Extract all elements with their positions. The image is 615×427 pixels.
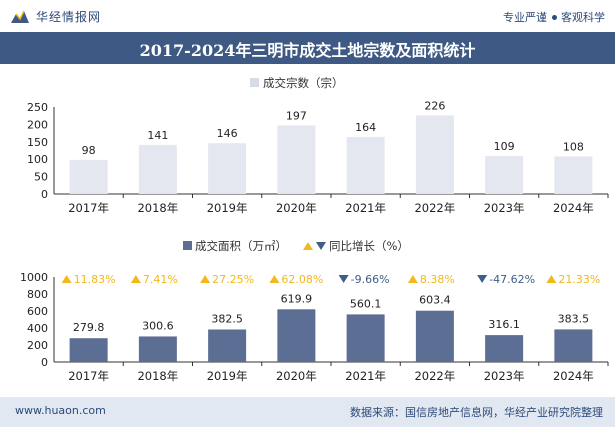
bar-area: [69, 338, 108, 362]
y-tick-label-area: 800: [27, 288, 48, 301]
footer-bar: www.huaon.com 数据来源：国信房地产信息网，华经产业研究院整理: [0, 397, 615, 427]
bar-count: [69, 159, 108, 194]
y-tick-label-count: 150: [27, 136, 48, 149]
yoy-up-icon: [61, 275, 72, 283]
top-bar: 华经情报网 专业严谨 客观科学: [0, 0, 615, 32]
x-tick-label-count: 2024年: [553, 201, 594, 215]
legend-label-yoy: 同比增长（%）: [329, 239, 409, 253]
bar-count: [346, 136, 385, 194]
yoy-up-icon: [546, 275, 557, 283]
yoy-down-icon: [338, 275, 349, 283]
yoy-label: 7.41%: [143, 273, 178, 286]
bar-count: [485, 156, 524, 194]
legend-swatch-area: [183, 241, 192, 250]
yoy-up-icon: [269, 275, 280, 283]
y-tick-label-area: 600: [27, 305, 48, 318]
data-label-area: 383.5: [558, 312, 590, 325]
y-tick-label-count: 0: [41, 188, 48, 201]
bar-count: [415, 115, 454, 194]
bar-count: [208, 143, 247, 194]
data-label-area: 603.4: [419, 294, 451, 307]
y-tick-label-area: 200: [27, 339, 48, 352]
bar-area: [415, 310, 454, 362]
data-label-count: 164: [355, 121, 376, 134]
slogan: 专业严谨 客观科学: [503, 9, 605, 25]
x-tick-label-area: 2023年: [484, 369, 525, 383]
x-tick-label-area: 2020年: [276, 369, 317, 383]
x-tick-label-count: 2021年: [345, 201, 386, 215]
data-label-area: 382.5: [211, 312, 243, 325]
website-link[interactable]: www.huaon.com: [15, 404, 106, 417]
bar-count: [554, 156, 593, 194]
data-label-count: 141: [147, 129, 168, 142]
yoy-up-icon: [407, 275, 418, 283]
yoy-label: 11.83%: [74, 273, 116, 286]
y-tick-label-area: 1000: [20, 271, 48, 284]
brand-name: 华经情报网: [36, 10, 102, 24]
legend-label-area: 成交面积（万㎡）: [195, 239, 287, 253]
yoy-up-icon: [200, 275, 211, 283]
data-source: 数据来源：国信房地产信息网，华经产业研究院整理: [350, 406, 603, 419]
y-tick-label-area: 400: [27, 322, 48, 335]
y-tick-label-count: 50: [34, 171, 48, 184]
yoy-label: -9.66%: [351, 273, 390, 286]
data-label-area: 619.9: [281, 292, 313, 305]
legend-down-icon: [316, 242, 326, 250]
y-tick-label-count: 100: [27, 153, 48, 166]
chart-title: 2017-2024年三明市成交土地宗数及面积统计: [139, 41, 476, 60]
legend-label-count: 成交宗数（宗）: [263, 76, 344, 90]
bar-area: [277, 309, 316, 362]
bar-area: [346, 314, 385, 362]
y-tick-label-count: 200: [27, 118, 48, 131]
title-bar: 2017-2024年三明市成交土地宗数及面积统计: [0, 32, 615, 64]
yoy-label: 21.33%: [558, 273, 600, 286]
x-tick-label-area: 2018年: [137, 369, 178, 383]
y-tick-label-area: 0: [41, 356, 48, 369]
y-tick-label-count: 250: [27, 101, 48, 114]
yoy-up-icon: [130, 275, 141, 283]
data-label-count: 109: [494, 140, 515, 153]
data-label-count: 197: [286, 109, 307, 122]
data-label-count: 146: [217, 127, 238, 140]
x-tick-label-count: 2023年: [484, 201, 525, 215]
bar-area: [208, 329, 247, 362]
legend-up-icon: [303, 242, 313, 250]
bar-count: [277, 125, 316, 194]
logo-icon: [11, 10, 29, 23]
data-label-area: 316.1: [488, 318, 520, 331]
yoy-label: 62.08%: [281, 273, 323, 286]
x-tick-label-count: 2017年: [68, 201, 109, 215]
slogan-left: 专业严谨: [503, 11, 547, 24]
yoy-down-icon: [477, 275, 488, 283]
slogan-dot: [552, 15, 557, 20]
data-label-area: 300.6: [142, 319, 174, 332]
slogan-right: 客观科学: [561, 11, 605, 24]
data-label-area: 279.8: [73, 321, 105, 334]
x-tick-label-area: 2021年: [345, 369, 386, 383]
x-tick-label-area: 2017年: [68, 369, 109, 383]
legend-swatch-count: [250, 78, 259, 87]
bar-count: [138, 144, 177, 194]
x-tick-label-area: 2019年: [207, 369, 248, 383]
data-label-count: 226: [424, 99, 445, 112]
x-tick-label-count: 2022年: [414, 201, 455, 215]
yoy-label: 8.38%: [420, 273, 455, 286]
bar-area: [485, 335, 524, 362]
x-tick-label-area: 2022年: [414, 369, 455, 383]
x-tick-label-count: 2019年: [207, 201, 248, 215]
data-label-area: 560.1: [350, 297, 382, 310]
yoy-label: -47.62%: [489, 273, 535, 286]
data-label-count: 108: [563, 140, 584, 153]
data-label-count: 98: [82, 144, 96, 157]
bar-area: [554, 329, 593, 362]
x-tick-label-count: 2020年: [276, 201, 317, 215]
x-tick-label-count: 2018年: [137, 201, 178, 215]
x-tick-label-area: 2024年: [553, 369, 594, 383]
bar-area: [138, 336, 177, 362]
yoy-label: 27.25%: [212, 273, 254, 286]
